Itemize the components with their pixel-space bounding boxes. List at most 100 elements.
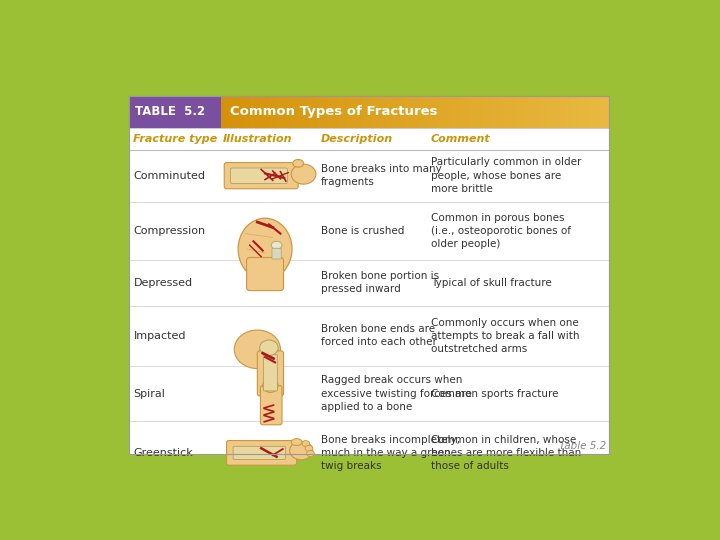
Bar [231,96,236,128]
Text: Table 5.2: Table 5.2 [559,441,606,450]
Text: Impacted: Impacted [133,331,186,341]
Ellipse shape [291,438,302,445]
Text: Depressed: Depressed [133,278,192,288]
Bar [129,96,221,128]
Ellipse shape [291,164,316,184]
Text: Common in porous bones
(i.e., osteoporotic bones of
older people): Common in porous bones (i.e., osteoporot… [431,213,571,249]
Ellipse shape [305,445,312,451]
Text: Broken bone portion is
pressed inward: Broken bone portion is pressed inward [321,271,439,294]
Text: Bone is crushed: Bone is crushed [321,226,405,236]
Bar [522,96,527,128]
Bar [410,96,415,128]
Bar [585,96,590,128]
Bar [294,96,300,128]
Bar [459,96,464,128]
Bar [270,96,275,128]
Bar [483,96,488,128]
Bar [255,96,261,128]
Bar [246,96,251,128]
Bar [289,96,294,128]
Bar [478,96,484,128]
Bar [444,96,449,128]
FancyBboxPatch shape [233,447,285,460]
FancyBboxPatch shape [246,258,284,291]
Bar [580,96,585,128]
Bar [498,96,503,128]
Text: Bone breaks into many
fragments: Bone breaks into many fragments [321,164,442,187]
Bar [299,96,304,128]
Text: Fracture type: Fracture type [133,134,217,144]
Text: Typical of skull fracture: Typical of skull fracture [431,278,552,288]
Bar [566,96,571,128]
Ellipse shape [302,441,310,447]
Ellipse shape [289,441,312,460]
Bar [328,96,333,128]
Bar [352,96,357,128]
Ellipse shape [263,379,278,393]
Bar [396,96,401,128]
Text: Description: Description [321,134,393,144]
Bar [366,96,372,128]
Bar [551,96,557,128]
Text: Broken bone ends are
forced into each other: Broken bone ends are forced into each ot… [321,324,437,347]
FancyBboxPatch shape [264,355,277,391]
Bar [347,96,353,128]
Text: Common Types of Fractures: Common Types of Fractures [230,105,438,118]
Bar [474,96,479,128]
FancyBboxPatch shape [272,248,282,259]
Bar [382,96,387,128]
Ellipse shape [260,340,278,355]
Bar [226,96,231,128]
Bar [600,96,605,128]
Bar [488,96,493,128]
Bar [541,96,546,128]
Bar [391,96,396,128]
Bar [318,96,323,128]
Bar [304,96,309,128]
Text: Illustration: Illustration [222,134,292,144]
Bar [386,96,392,128]
Text: Spiral: Spiral [133,389,166,399]
Ellipse shape [293,159,304,167]
Text: Bone breaks incompletely,
much in the way a green
twig breaks: Bone breaks incompletely, much in the wa… [321,435,460,471]
Bar [221,96,226,128]
Bar [575,96,580,128]
Bar [595,96,600,128]
Bar [435,96,440,128]
Ellipse shape [238,218,292,280]
Bar [333,96,338,128]
Bar [357,96,362,128]
FancyBboxPatch shape [224,163,298,189]
Text: Commonly occurs when one
attempts to break a fall with
outstretched arms: Commonly occurs when one attempts to bre… [431,318,579,354]
Bar [362,96,367,128]
Bar [454,96,459,128]
Bar [561,96,566,128]
Ellipse shape [307,450,315,457]
Bar [503,96,508,128]
Bar [400,96,406,128]
Bar [129,128,609,454]
Bar [405,96,410,128]
Bar [313,96,318,128]
Text: Comment: Comment [431,134,490,144]
Bar [430,96,435,128]
Bar [531,96,537,128]
Bar [415,96,420,128]
Bar [464,96,469,128]
Bar [425,96,430,128]
Bar [604,96,610,128]
Bar [240,96,246,128]
FancyBboxPatch shape [227,441,297,465]
FancyBboxPatch shape [261,386,282,425]
Bar [492,96,498,128]
Bar [546,96,552,128]
Text: Compression: Compression [133,226,205,236]
Bar [377,96,382,128]
Ellipse shape [234,330,281,369]
Bar [265,96,270,128]
Bar [556,96,561,128]
Text: Particularly common in older
people, whose bones are
more brittle: Particularly common in older people, who… [431,158,581,194]
Bar [590,96,595,128]
Text: Ragged break occurs when
excessive twisting forces are
applied to a bone: Ragged break occurs when excessive twist… [321,375,472,412]
Bar [308,96,314,128]
